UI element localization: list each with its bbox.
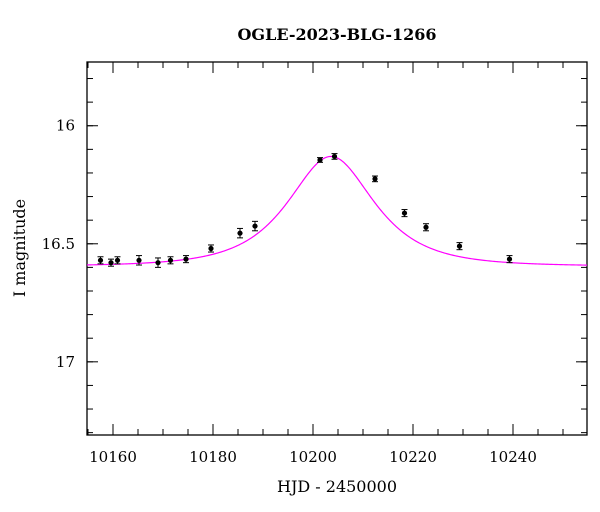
data-point: [423, 224, 429, 230]
data-point: [155, 260, 161, 266]
data-point: [331, 153, 338, 160]
data-point: [108, 260, 114, 266]
y-axis-label: I magnitude: [10, 199, 29, 297]
x-tick-label: 10160: [89, 448, 137, 466]
data-point: [372, 176, 378, 182]
data-point: [208, 245, 214, 252]
x-tick-label: 10180: [189, 448, 237, 466]
y-tick-label: 16: [56, 117, 75, 135]
data-point: [401, 210, 408, 216]
data-point: [136, 257, 142, 263]
x-tick-label: 10220: [389, 448, 437, 466]
data-point: [237, 230, 243, 236]
x-tick-label: 10200: [289, 448, 337, 466]
data-point: [317, 157, 323, 163]
data-point: [114, 257, 121, 263]
data-point: [183, 256, 189, 262]
x-tick-label: 10240: [489, 448, 537, 466]
y-tick-label: 17: [56, 353, 75, 371]
axis-ticks: [87, 62, 587, 435]
data-point: [167, 257, 174, 263]
model-curve: [86, 155, 588, 266]
plot-frame: [86, 61, 588, 436]
chart-title: OGLE-2023-BLG-1266: [237, 25, 436, 44]
axis-tick-labels: 10160 10180 10200 10220 10240 16 16.5 17: [42, 117, 537, 466]
x-axis-label: HJD - 2450000: [277, 477, 397, 496]
data-points-group: [97, 153, 513, 268]
model-curve-group: [86, 155, 588, 266]
data-point: [456, 243, 463, 249]
data-point: [506, 256, 513, 262]
data-point: [97, 257, 104, 263]
data-point: [252, 223, 258, 229]
y-tick-label: 16.5: [42, 235, 75, 253]
